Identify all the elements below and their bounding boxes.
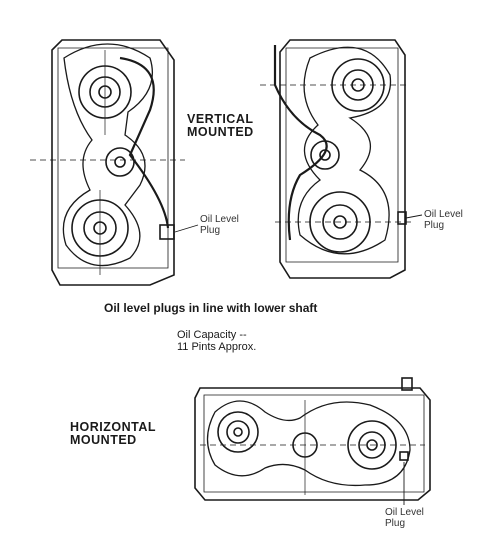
caption-text: Oil level plugs in line with lower shaft bbox=[104, 301, 318, 315]
vertical-gearbox-right bbox=[260, 39, 423, 279]
oil-level-plug-label-bottom: Oil Level Plug bbox=[385, 507, 424, 529]
vertical-mounted-label: VERTICAL MOUNTED bbox=[187, 112, 254, 140]
oil-level-plug-label-left: Oil Level Plug bbox=[200, 214, 239, 236]
horizontal-gearbox bbox=[194, 377, 431, 505]
vertical-gearbox-left bbox=[30, 39, 199, 286]
horizontal-mounted-label: HORIZONTAL MOUNTED bbox=[70, 420, 157, 448]
oil-level-plug-label-right: Oil Level Plug bbox=[424, 209, 463, 231]
oil-capacity-text: Oil Capacity -- 11 Pints Approx. bbox=[177, 329, 257, 353]
